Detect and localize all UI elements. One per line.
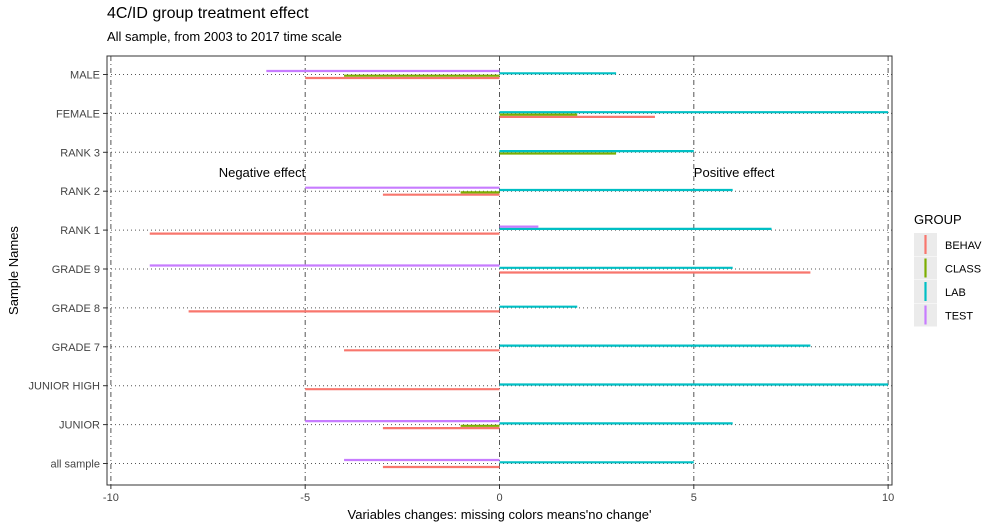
x-axis-title: Variables changes: missing colors means'… <box>348 507 652 522</box>
y-tick-label: RANK 2 <box>60 186 100 198</box>
x-tick-label: 0 <box>496 492 502 504</box>
legend-label: TEST <box>945 311 973 323</box>
annotation-label: Positive effect <box>694 165 775 180</box>
y-tick-label: JUNIOR HIGH <box>29 381 101 393</box>
y-tick-label: MALE <box>70 70 100 82</box>
legend-label: CLASS <box>945 264 981 276</box>
y-tick-label: all sample <box>50 459 100 471</box>
y-tick-label: FEMALE <box>56 108 100 120</box>
x-tick-label: 5 <box>691 492 697 504</box>
y-tick-label: JUNIOR <box>59 420 100 432</box>
y-tick-label: GRADE 8 <box>52 303 100 315</box>
bars-layer <box>149 69 889 469</box>
x-tick-label: 10 <box>882 492 894 504</box>
x-tick-label: -10 <box>103 492 119 504</box>
y-tick-label: GRADE 9 <box>52 264 100 276</box>
legend-label: BEHAV <box>945 240 982 252</box>
chart-title: 4C/ID group treatment effect <box>107 5 309 22</box>
x-tick-label: -5 <box>300 492 310 504</box>
legend: GROUP BEHAV CLASS LAB TEST <box>914 212 982 327</box>
y-tick-label: GRADE 7 <box>52 342 100 354</box>
y-axis-title: Sample Names <box>6 226 21 315</box>
grid-layer <box>107 56 892 485</box>
y-tick-label: RANK 3 <box>60 147 100 159</box>
annotation-layer: Negative effect Positive effect <box>219 165 775 180</box>
legend-label: LAB <box>945 287 966 299</box>
y-tick-label: RANK 1 <box>60 225 100 237</box>
axes-layer: -10 -5 0 5 10 all sample JUNIOR JUNIOR HIGH GRAD… <box>6 70 894 523</box>
annotation-label: Negative effect <box>219 165 306 180</box>
chart-subtitle: All sample, from 2003 to 2017 time scale <box>107 29 342 44</box>
legend-title: GROUP <box>914 212 962 227</box>
